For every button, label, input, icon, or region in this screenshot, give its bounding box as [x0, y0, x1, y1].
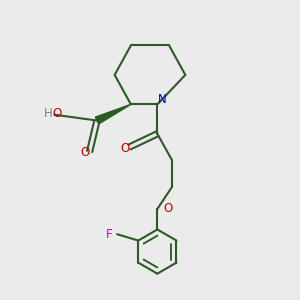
Text: O: O: [163, 202, 172, 214]
Text: O: O: [120, 142, 130, 155]
Polygon shape: [95, 104, 131, 124]
Text: F: F: [106, 228, 113, 241]
Text: N: N: [158, 93, 166, 106]
Text: H: H: [44, 107, 53, 120]
Text: O: O: [53, 107, 62, 120]
Text: O: O: [81, 146, 90, 159]
